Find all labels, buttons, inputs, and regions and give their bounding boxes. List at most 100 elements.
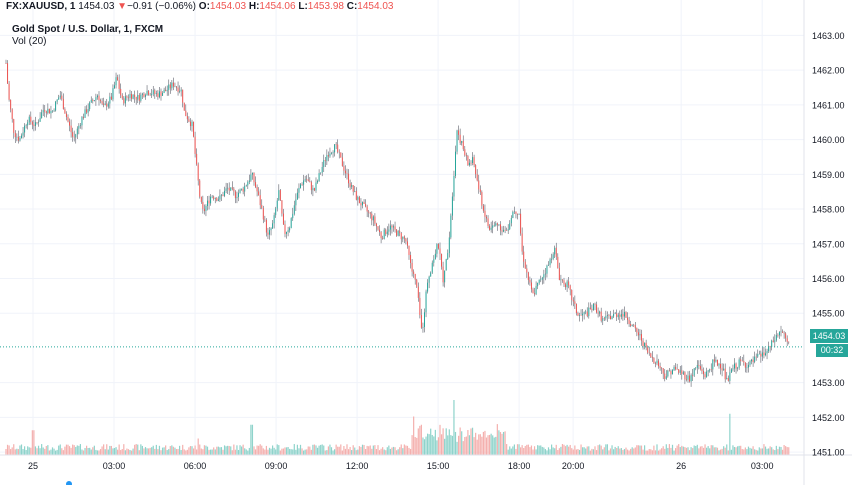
- volume-indicator-label[interactable]: Vol (20): [12, 36, 47, 47]
- volume-bar: [127, 449, 130, 455]
- volume-bar: [14, 449, 16, 455]
- candle-body: [707, 370, 709, 372]
- volume-bar: [471, 427, 474, 455]
- candle-body: [715, 359, 717, 362]
- volume-bar: [671, 444, 674, 455]
- volume-bar: [327, 446, 329, 455]
- volume-bar: [341, 450, 343, 455]
- volume-bar: [265, 445, 267, 455]
- candle-body: [284, 224, 286, 234]
- candle-body: [355, 191, 357, 200]
- volume-bar: [552, 447, 554, 455]
- volume-bar: [307, 446, 309, 455]
- volume-bar: [757, 450, 759, 455]
- volume-bar: [282, 448, 285, 455]
- volume-bar: [183, 449, 185, 455]
- candle-body: [627, 317, 629, 320]
- high-value: 1454.06: [259, 1, 296, 12]
- candle-body: [279, 190, 281, 201]
- candle-body: [718, 363, 720, 366]
- volume-bar: [750, 448, 753, 455]
- volume-bar: [174, 447, 176, 455]
- volume-bar: [182, 444, 184, 455]
- price-axis[interactable]: 1463.00 1462.00 1461.00 1460.00 1459.00 1458.…: [812, 31, 845, 458]
- volume-bar: [468, 435, 471, 455]
- volume-bar: [701, 446, 703, 455]
- volume-bar: [465, 436, 467, 455]
- candle-body: [672, 370, 673, 375]
- volume-bar: [769, 446, 771, 455]
- volume-bar: [211, 449, 213, 455]
- volume-bar: [253, 446, 255, 455]
- candle-body: [633, 324, 635, 326]
- volume-bar: [245, 449, 247, 455]
- candle-body: [337, 144, 339, 152]
- candle-body: [548, 264, 549, 266]
- volume-bar: [392, 446, 395, 455]
- scroll-dot[interactable]: [66, 481, 72, 487]
- candle-body: [360, 203, 362, 206]
- candle-body: [565, 284, 567, 288]
- candle-body: [270, 228, 272, 231]
- volume-bar: [296, 444, 298, 455]
- candle-body: [479, 189, 481, 193]
- candle-body: [775, 335, 777, 341]
- candle-body: [744, 362, 746, 368]
- volume-bar: [244, 448, 246, 455]
- volume-bar: [772, 449, 774, 455]
- candle-body: [298, 187, 300, 193]
- candle-body: [493, 225, 495, 227]
- price-tick-label: 1456.00: [812, 274, 845, 284]
- candle-body: [737, 367, 739, 369]
- volume-bar: [214, 449, 216, 455]
- volume-bar: [50, 449, 52, 455]
- volume-bar: [251, 424, 254, 455]
- volume-bar: [113, 448, 116, 455]
- volume-bar: [551, 444, 553, 455]
- candle-body: [600, 311, 602, 321]
- volume-bar: [334, 449, 336, 455]
- candle-body: [281, 200, 283, 214]
- candle-body: [231, 187, 233, 189]
- volume-bar: [489, 434, 491, 455]
- volume-bar: [729, 413, 731, 455]
- candle-body: [365, 203, 367, 207]
- candle-body: [563, 280, 565, 285]
- candle-body: [87, 109, 89, 113]
- time-axis[interactable]: 25 03:00 06:00 09:00 12:00 15:00 18:00 20:00 26 0…: [28, 461, 773, 471]
- volume-bar: [279, 450, 281, 455]
- volume-bar: [239, 445, 241, 455]
- volume-bar: [146, 448, 148, 455]
- volume-bar: [273, 447, 275, 455]
- candle-body: [194, 136, 196, 154]
- volume-bar: [206, 446, 209, 455]
- volume-bar: [39, 448, 41, 455]
- volume-bar: [540, 445, 542, 455]
- close-label: C:: [346, 1, 358, 12]
- volume-bar: [70, 447, 72, 455]
- volume-bar: [709, 448, 711, 455]
- volume-bar: [692, 448, 694, 455]
- volume-bar: [158, 445, 161, 455]
- volume-bar: [476, 439, 478, 455]
- volume-bar: [194, 445, 196, 455]
- price-tick-label: 1462.00: [812, 66, 845, 76]
- candle-body: [424, 312, 425, 327]
- candle-body: [340, 152, 342, 158]
- candle-body: [233, 188, 235, 192]
- volume-bar: [352, 445, 354, 455]
- candle-body: [455, 151, 456, 176]
- volume-bar: [284, 447, 286, 455]
- candle-body: [165, 89, 167, 92]
- volume-bar: [141, 445, 143, 455]
- volume-bar: [377, 445, 379, 455]
- candle-body: [726, 377, 728, 380]
- candle-body: [441, 253, 443, 267]
- volume-bar: [388, 445, 390, 455]
- volume-bar: [196, 449, 198, 455]
- candle-body: [631, 324, 633, 326]
- volume-bar: [189, 446, 192, 455]
- candle-body: [134, 94, 136, 97]
